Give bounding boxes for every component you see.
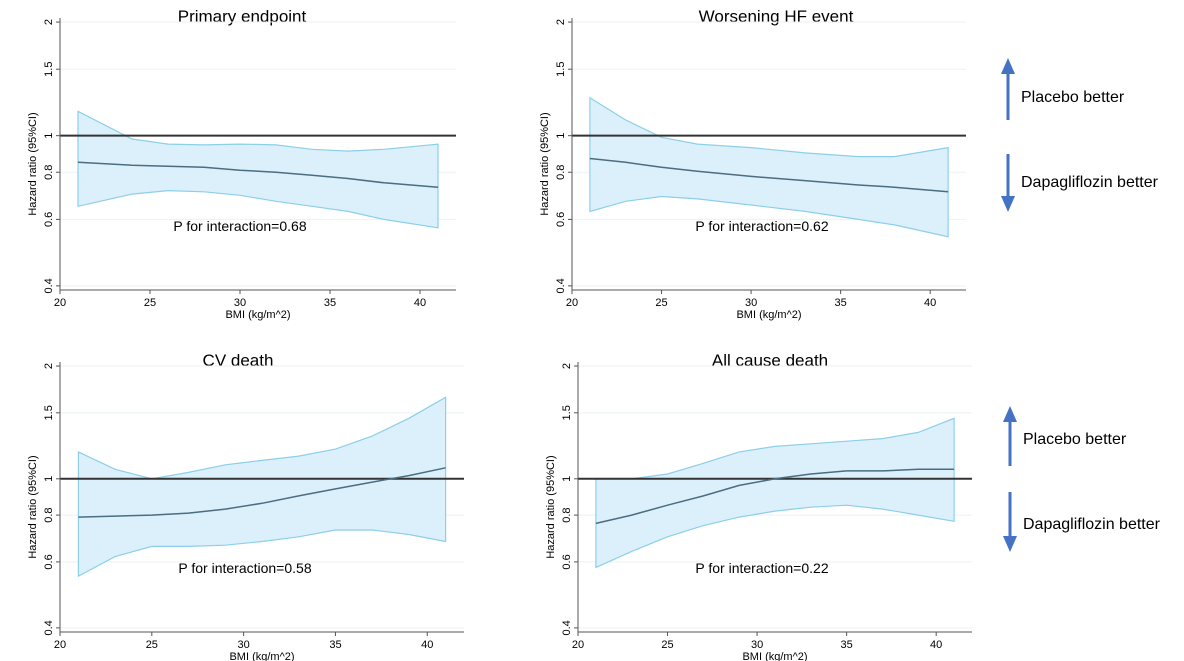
y-tick-label: 0.4 (43, 620, 55, 635)
y-tick-label: 1.5 (555, 62, 567, 77)
y-tick-label: 2 (43, 363, 55, 369)
y-tick-label: 0.8 (43, 507, 55, 522)
y-tick-label: 1.5 (43, 62, 55, 77)
placebo-better-label-bottom: Placebo better (1023, 431, 1127, 448)
panel-primary-endpoint: Primary endpoint 0.4 0.6 0.8 1 1.5 2 20 25 30 35 40… (27, 7, 456, 321)
y-tick-label: 1.5 (43, 405, 55, 420)
x-tick-label: 20 (566, 297, 578, 309)
y-tick-label: 0.8 (555, 165, 567, 180)
x-tick-label: 20 (572, 639, 584, 651)
x-axis-label: BMI (kg/m^2) (229, 651, 294, 661)
chart-title: Worsening HF event (699, 7, 854, 26)
x-axis-label: BMI (kg/m^2) (225, 309, 290, 321)
x-tick-label: 20 (54, 297, 66, 309)
dapagliflozin-better-label-bottom: Dapagliflozin better (1023, 516, 1161, 533)
x-tick-label: 35 (835, 297, 847, 309)
y-tick-label: 0.6 (561, 554, 573, 569)
side-annotation-bottom: Placebo better Dapagliflozin better (1003, 406, 1161, 552)
y-tick-label: 0.6 (43, 212, 55, 227)
down-arrow-icon (1003, 492, 1017, 552)
panel-worsening-hf-event: Worsening HF event 0.4 0.6 0.8 1 1.5 2 20 25 30 35… (539, 7, 966, 321)
dapagliflozin-better-label-top: Dapagliflozin better (1021, 174, 1159, 191)
y-axis-label: Hazard ratio (95%CI) (27, 455, 39, 558)
confidence-band (595, 417, 955, 569)
panel-cv-death: CV death 0.4 0.6 0.8 1 1.5 2 20 25 30 35 40 BMI (kg/… (27, 351, 464, 661)
y-tick-label: 1 (555, 133, 567, 139)
x-tick-label: 35 (324, 297, 336, 309)
estimate-line (595, 468, 955, 525)
chart-title: CV death (203, 351, 274, 370)
x-axis-label: BMI (kg/m^2) (736, 309, 801, 321)
up-arrow-icon (1003, 406, 1017, 466)
estimate-line (77, 161, 439, 188)
y-axis-label: Hazard ratio (95%CI) (545, 455, 557, 558)
y-tick-label: 2 (561, 363, 573, 369)
y-tick-label: 0.6 (555, 212, 567, 227)
x-tick-label: 30 (238, 639, 250, 651)
x-tick-label: 30 (234, 297, 246, 309)
y-tick-label: 0.6 (43, 554, 55, 569)
x-tick-label: 25 (661, 639, 673, 651)
confidence-band (589, 96, 949, 238)
placebo-better-label-top: Placebo better (1021, 89, 1125, 106)
confidence-band (77, 396, 447, 578)
y-tick-label: 1 (43, 133, 55, 139)
y-tick-label: 2 (555, 19, 567, 25)
side-annotation-top: Placebo better Dapagliflozin better (1001, 58, 1159, 212)
x-tick-label: 25 (655, 297, 667, 309)
y-tick-label: 1.5 (561, 405, 573, 420)
confidence-band (77, 110, 439, 229)
y-tick-label: 0.4 (43, 278, 55, 293)
x-tick-label: 40 (414, 297, 426, 309)
down-arrow-icon (1001, 154, 1015, 212)
y-axis-label: Hazard ratio (95%CI) (27, 112, 39, 215)
x-tick-label: 40 (421, 639, 433, 651)
chart-title: All cause death (712, 351, 828, 370)
chart-title: Primary endpoint (178, 7, 307, 26)
x-tick-label: 40 (924, 297, 936, 309)
y-tick-label: 1 (561, 476, 573, 482)
y-tick-label: 0.8 (561, 507, 573, 522)
y-tick-label: 0.4 (555, 278, 567, 293)
p-interaction-annotation: P for interaction=0.68 (173, 218, 306, 234)
x-tick-label: 35 (841, 639, 853, 651)
y-tick-label: 0.8 (43, 165, 55, 180)
p-interaction-annotation: P for interaction=0.58 (178, 560, 311, 576)
estimate-line (78, 467, 446, 518)
y-tick-label: 2 (43, 19, 55, 25)
p-interaction-annotation: P for interaction=0.62 (695, 218, 828, 234)
x-tick-label: 25 (146, 639, 158, 651)
up-arrow-icon (1001, 58, 1015, 120)
x-tick-label: 30 (751, 639, 763, 651)
x-tick-label: 30 (745, 297, 757, 309)
y-tick-label: 0.4 (561, 620, 573, 635)
x-tick-label: 35 (329, 639, 341, 651)
y-tick-label: 1 (43, 476, 55, 482)
x-tick-label: 25 (144, 297, 156, 309)
x-tick-label: 20 (54, 639, 66, 651)
estimate-line (589, 157, 949, 193)
y-axis-label: Hazard ratio (95%CI) (539, 112, 551, 215)
p-interaction-annotation: P for interaction=0.22 (695, 560, 828, 576)
panel-all-cause-death: All cause death 0.4 0.6 0.8 1 1.5 2 20 25 30 35 40 B… (545, 351, 972, 661)
x-axis-label: BMI (kg/m^2) (742, 651, 807, 661)
x-tick-label: 40 (930, 639, 942, 651)
